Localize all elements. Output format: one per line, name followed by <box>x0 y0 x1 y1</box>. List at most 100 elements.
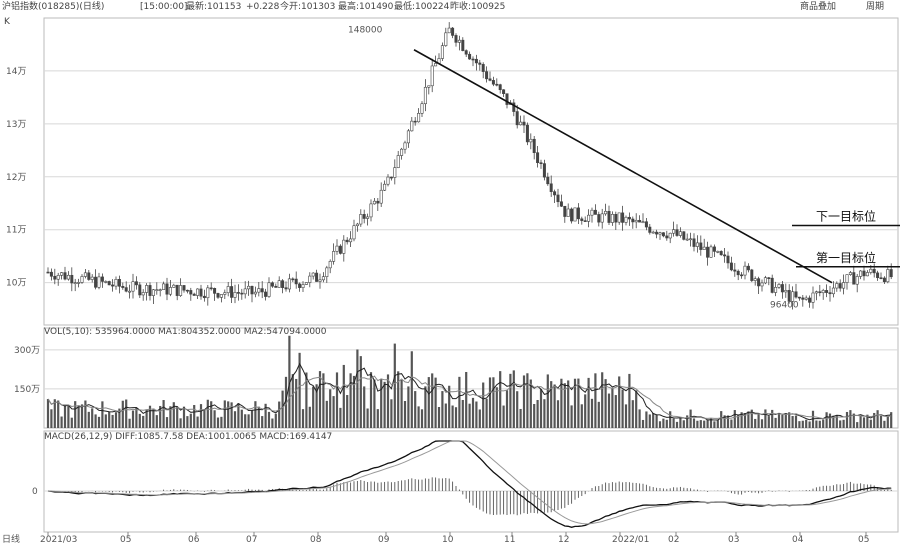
x-tick-label: 07 <box>246 535 257 545</box>
volume-bar <box>808 421 811 428</box>
instrument-title: 沪铝指数(018285)(日线) <box>2 2 105 12</box>
period-button[interactable]: 周期 <box>866 2 885 12</box>
candle-body <box>396 155 400 168</box>
candle-body <box>454 35 458 43</box>
volume-bar <box>764 409 767 428</box>
volume-bar <box>832 415 835 428</box>
candle-body <box>444 32 448 46</box>
volume-bar <box>730 419 733 428</box>
candle-body <box>879 277 883 280</box>
candle-body <box>621 212 625 223</box>
candle-body <box>434 63 438 67</box>
volume-bar <box>213 410 216 428</box>
candle-body <box>651 231 655 234</box>
candle-body <box>107 281 111 286</box>
candle-body <box>658 232 662 235</box>
candle-body <box>593 209 597 215</box>
volume-bar <box>614 395 617 428</box>
volume-bar <box>77 405 80 428</box>
volume-bar <box>444 403 447 428</box>
candle-body <box>349 238 353 243</box>
candle-body <box>481 64 485 72</box>
candle-body <box>808 297 812 303</box>
volume-bar <box>743 413 747 428</box>
candle-body <box>740 274 744 277</box>
candle-body <box>342 239 346 254</box>
volume-bar <box>288 335 291 428</box>
candle-body <box>872 268 876 274</box>
price-tick-label: 14万 <box>6 67 26 77</box>
volume-bar <box>781 414 784 428</box>
price-tick-label: 12万 <box>6 173 26 183</box>
candle-body <box>665 235 669 239</box>
volume-bar <box>679 417 682 428</box>
volume-bar <box>563 383 566 428</box>
volume-bar <box>50 409 53 428</box>
candle-body <box>542 163 546 178</box>
candle-body <box>423 86 427 105</box>
volume-bar <box>862 417 866 428</box>
candle-body <box>675 229 679 236</box>
candle-body <box>427 85 431 88</box>
volume-bar <box>278 401 281 428</box>
volume-bar <box>434 377 437 428</box>
candle-body <box>882 277 886 283</box>
volume-bar <box>590 398 594 428</box>
candle-body <box>682 231 686 240</box>
candle-body <box>814 291 818 294</box>
candle-body <box>549 183 553 192</box>
volume-bar <box>641 419 645 428</box>
volume-bar <box>114 412 118 428</box>
candle-body <box>165 283 169 295</box>
volume-bar <box>886 416 889 428</box>
volume-bar <box>750 409 753 428</box>
volume-bar <box>638 409 641 428</box>
volume-bar <box>223 400 226 428</box>
candle-body <box>182 285 186 291</box>
volume-bar <box>672 418 675 428</box>
candle-body <box>672 229 676 234</box>
candle-body <box>63 272 67 280</box>
candle-body <box>117 279 121 287</box>
volume-bar <box>475 401 478 428</box>
candle-body <box>383 183 387 191</box>
candle-body <box>661 232 665 237</box>
volume-bar <box>570 405 573 428</box>
commodity-overlay-button[interactable]: 商品叠加 <box>800 2 837 12</box>
volume-bar <box>274 413 277 428</box>
candle-body <box>97 276 101 288</box>
volume-bar <box>155 415 158 428</box>
volume-bar <box>529 379 532 428</box>
quote-time: [15:00:00] <box>140 2 188 12</box>
volume-bar <box>516 391 519 428</box>
candle-body <box>831 287 835 295</box>
volume-bar <box>699 420 702 428</box>
volume-bar <box>597 401 600 428</box>
candle-body <box>315 272 319 282</box>
candle-body <box>83 272 87 277</box>
volume-bar <box>784 413 787 428</box>
candle-body <box>855 276 859 285</box>
candle-body <box>804 297 808 300</box>
volume-bar <box>199 404 203 428</box>
volume-bar <box>424 386 427 428</box>
volume-bar <box>767 416 770 428</box>
candle-body <box>131 281 135 292</box>
candle-body <box>709 246 713 258</box>
volume-bar <box>244 414 247 428</box>
candle-body <box>230 286 234 298</box>
candle-body <box>440 45 444 59</box>
volume-bar <box>227 401 230 428</box>
volume-bar <box>250 410 254 428</box>
candle-body <box>777 284 781 288</box>
volume-bar <box>152 408 155 428</box>
quote-prev-close: 昨收:100925 <box>450 2 506 12</box>
quote-low: 最低:100224 <box>394 2 450 12</box>
candle-body <box>525 124 529 143</box>
volume-bar <box>845 411 849 428</box>
volume-bar <box>87 411 90 428</box>
volume-bar <box>128 418 131 428</box>
volume-bar <box>97 416 101 428</box>
volume-bar <box>560 378 563 428</box>
volume-bar <box>873 412 876 428</box>
